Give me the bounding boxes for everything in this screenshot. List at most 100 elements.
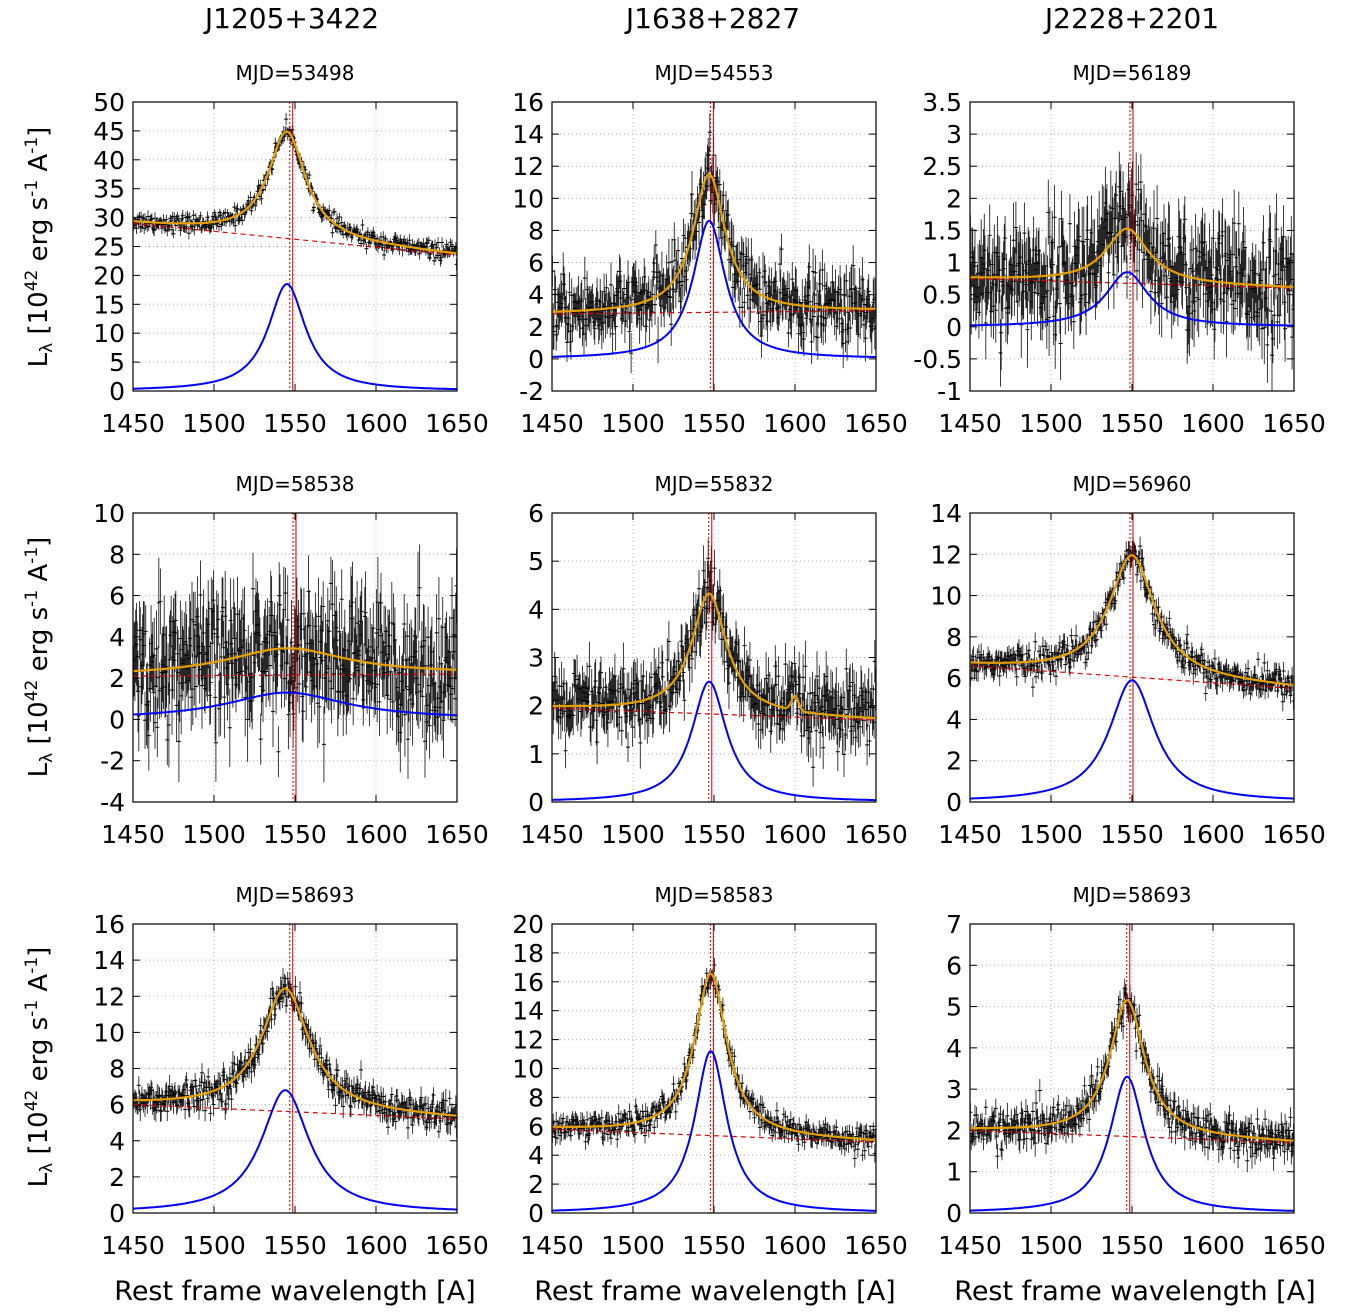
x-tick-label: 1550 [1100,409,1164,438]
y-tick-label: 7 [946,910,962,939]
x-tick-label: 1650 [1262,409,1326,438]
x-tick-label: 1600 [763,409,827,438]
column-title-1: J1205+3422 [204,2,380,35]
y-tick-label: 3.5 [922,88,962,117]
y-tick-label: 16 [512,88,544,117]
y-tick-label: -0.5 [913,345,962,374]
y-tick-label: 10 [930,582,962,611]
total-fit-curve [133,647,457,673]
total-fit-curve [133,130,457,255]
x-tick-label: 1650 [1262,820,1326,849]
y-tick-label: 12 [93,982,125,1011]
x-tick-label: 1450 [938,1231,1002,1260]
line-component-curve [970,271,1294,327]
x-tick-label: 1550 [1100,1231,1164,1260]
panel-frame [969,101,1295,392]
x-tick-label: 1600 [763,1231,827,1260]
y-tick-label: 3 [946,1075,962,1104]
x-tick-label: 1550 [682,1231,746,1260]
x-tick-label: 1500 [1019,1231,1083,1260]
line-component-curve [133,691,457,717]
line-component-curve [970,1075,1294,1212]
y-tick-label: 12 [512,1026,544,1055]
line-component-curve [552,219,876,358]
x-tick-label: 1650 [425,820,489,849]
x-tick-label: 1600 [344,409,408,438]
panel-plot-area [133,513,457,802]
y-tick-label: 4 [528,595,544,624]
y-tick-label: 14 [512,997,544,1026]
y-tick-label: 5 [946,993,962,1022]
y-tick-label: 30 [93,204,125,233]
x-tick-label: 1550 [682,409,746,438]
panel-frame [132,923,458,1214]
y-tick-label: 2.5 [922,152,962,181]
x-tick-label: 1600 [1181,409,1245,438]
panel-title: MJD=56960 [1073,472,1192,496]
line-component-curve [552,1050,876,1212]
y-tick-label: 6 [109,1091,125,1120]
y-tick-label: 0 [109,705,125,734]
y-tick-label: 10 [93,1018,125,1047]
y-tick-label: 15 [93,290,125,319]
y-tick-label: 0 [946,1199,962,1228]
panel-6: MJD=56960 0 2 4 6 8 10 12 14 1450 1500 1550 1600 1650 [930,472,1326,849]
y-tick-label: 20 [93,261,125,290]
x-tick-label: 1450 [938,409,1002,438]
column-title-2: J1638+2827 [625,2,801,35]
continuum-line [970,278,1294,289]
x-tick-label: 1500 [601,409,665,438]
x-axis-label-3: Rest frame wavelength [A] [954,1276,1316,1307]
panel-title: MJD=55832 [655,472,774,496]
panel-3: MJD=56189 -1 -0.5 0 0.5 1 1.5 2 2.5 3 3.5 1450 1500 1… [913,61,1326,438]
line-component-curve [133,1089,457,1211]
panel-title: MJD=54553 [655,61,774,85]
y-tick-label: -2 [100,747,125,776]
x-tick-label: 1600 [763,820,827,849]
y-tick-label: 6 [946,951,962,980]
y-tick-label: 0 [946,788,962,817]
x-tick-label: 1650 [844,820,908,849]
line-component-curve [133,283,457,391]
y-tick-label: 4 [109,623,125,652]
y-tick-label: 0 [109,1199,125,1228]
y-tick-label: 8 [109,1055,125,1084]
y-tick-label: 10 [93,319,125,348]
x-tick-label: 1550 [263,1231,327,1260]
y-tick-label: 2 [528,313,544,342]
y-tick-label: 5 [528,547,544,576]
y-tick-label: 5 [109,348,125,377]
x-tick-label: 1650 [844,409,908,438]
x-tick-label: 1450 [101,820,165,849]
y-tick-label: 8 [528,216,544,245]
x-tick-label: 1500 [1019,820,1083,849]
data-error-bars [133,968,457,1140]
y-tick-label: 12 [930,540,962,569]
continuum-line [552,310,876,315]
y-tick-label: 2 [946,184,962,213]
y-tick-label: 8 [946,623,962,652]
y-tick-label: 18 [512,939,544,968]
total-fit-curve [133,987,457,1117]
y-tick-label: 4 [946,705,962,734]
x-tick-label: 1450 [520,1231,584,1260]
x-tick-label: 1600 [1181,820,1245,849]
y-tick-label: 40 [93,146,125,175]
x-tick-label: 1650 [425,1231,489,1260]
y-tick-label: 6 [528,499,544,528]
x-tick-label: 1550 [263,409,327,438]
panel-title: MJD=58583 [655,883,774,907]
y-tick-label: 45 [93,117,125,146]
continuum-line [133,673,457,677]
y-tick-label: 4 [946,1034,962,1063]
y-tick-label: 10 [93,499,125,528]
x-tick-label: 1650 [844,1231,908,1260]
y-tick-label: 1 [946,1158,962,1187]
y-tick-label: 8 [528,1083,544,1112]
column-title-3: J2228+2201 [1044,2,1220,35]
continuum-line [970,1129,1294,1144]
x-tick-label: 1600 [344,1231,408,1260]
panel-title: MJD=58693 [236,883,355,907]
total-fit-curve [970,554,1294,687]
